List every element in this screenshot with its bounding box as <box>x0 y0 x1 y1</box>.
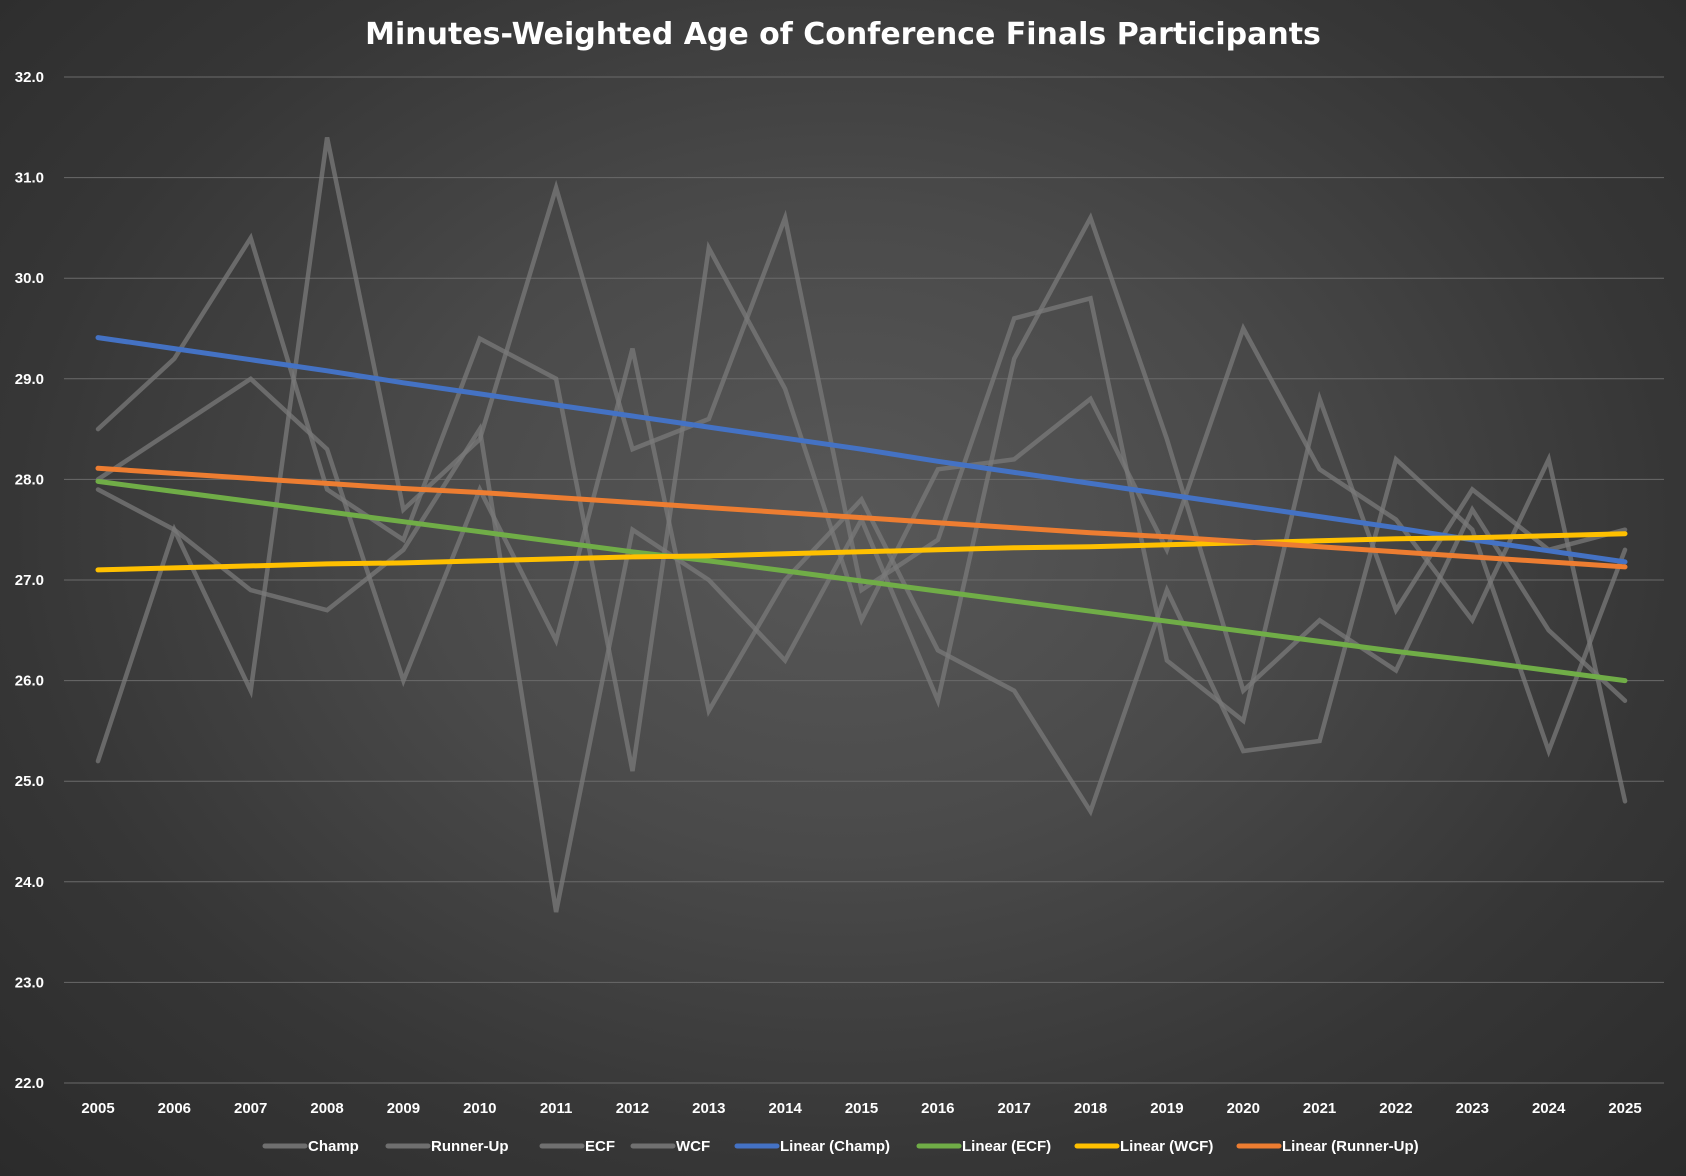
x-tick-label: 2019 <box>1150 1100 1183 1117</box>
legend-label-linear-runner-up: Linear (Runner-Up) <box>1282 1138 1419 1155</box>
y-tick-label: 32.0 <box>15 69 44 86</box>
x-tick-label: 2016 <box>921 1100 954 1117</box>
legend-label-runner-up: Runner-Up <box>431 1138 509 1155</box>
y-tick-label: 25.0 <box>15 773 44 790</box>
series-line-linear-ecf <box>95 478 1628 684</box>
x-axis: 2005 2006 2007 2008 2009 2010 2011 2012 2013 2014… <box>81 1100 1641 1117</box>
y-tick-label: 26.0 <box>15 673 44 690</box>
x-tick-label: 2007 <box>234 1100 267 1117</box>
x-tick-label: 2018 <box>1074 1100 1107 1117</box>
series-line-champ <box>95 232 1628 804</box>
x-tick-label: 2022 <box>1379 1100 1412 1117</box>
series-line-ecf <box>95 348 1628 817</box>
x-tick-label: 2014 <box>768 1100 802 1117</box>
x-tick-label: 2024 <box>1532 1100 1566 1117</box>
x-tick-label: 2015 <box>845 1100 878 1117</box>
y-tick-label: 31.0 <box>15 170 44 187</box>
legend-label-linear-champ: Linear (Champ) <box>780 1138 890 1155</box>
legend-label-linear-wcf: Linear (WCF) <box>1120 1138 1213 1155</box>
legend-label-ecf: ECF <box>585 1138 615 1155</box>
x-tick-label: 2017 <box>998 1100 1031 1117</box>
y-tick-label: 23.0 <box>15 974 44 991</box>
y-axis: 22.0 23.0 24.0 25.0 26.0 27.0 28.0 29.0 30.0 31.0… <box>15 69 44 1092</box>
x-tick-label: 2012 <box>616 1100 649 1117</box>
x-tick-label: 2023 <box>1456 1100 1489 1117</box>
y-tick-label: 24.0 <box>15 874 44 891</box>
series-line-linear-wcf <box>95 531 1628 573</box>
x-tick-label: 2005 <box>81 1100 114 1117</box>
y-tick-label: 27.0 <box>15 572 44 589</box>
series-line-linear-champ <box>95 335 1628 565</box>
x-tick-label: 2008 <box>310 1100 343 1117</box>
y-tick-label: 22.0 <box>15 1075 44 1092</box>
legend-label-champ: Champ <box>308 1138 359 1155</box>
x-tick-label: 2006 <box>158 1100 191 1117</box>
x-tick-label: 2010 <box>463 1100 496 1117</box>
legend-label-wcf: WCF <box>676 1138 710 1155</box>
x-tick-label: 2013 <box>692 1100 725 1117</box>
legend: Champ Runner-Up ECF WCF Linear (Champ) Linear… <box>262 1138 1419 1155</box>
y-tick-label: 29.0 <box>15 371 44 388</box>
y-tick-label: 30.0 <box>15 270 44 287</box>
x-tick-label: 2021 <box>1303 1100 1336 1117</box>
x-tick-label: 2025 <box>1608 1100 1641 1117</box>
series-lines <box>95 136 1628 913</box>
legend-label-linear-ecf: Linear (ECF) <box>962 1138 1051 1155</box>
x-tick-label: 2011 <box>540 1100 573 1117</box>
x-tick-label: 2020 <box>1227 1100 1260 1117</box>
chart-title: Minutes-Weighted Age of Conference Final… <box>365 17 1321 52</box>
x-tick-label: 2009 <box>387 1100 420 1117</box>
y-tick-label: 28.0 <box>15 471 44 488</box>
series-line-linear-runner-up <box>95 465 1628 570</box>
